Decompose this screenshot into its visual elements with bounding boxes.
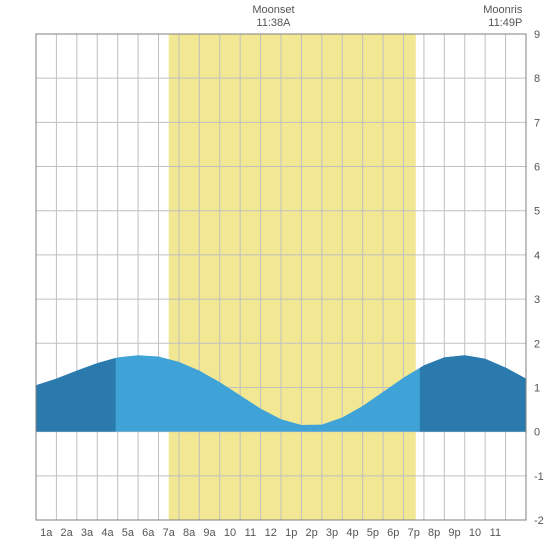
x-tick-label: 11 [490, 527, 501, 539]
x-tick-label: 10 [469, 527, 481, 539]
x-tick-label: 7a [163, 527, 176, 539]
x-tick-label: 8a [183, 527, 196, 539]
y-tick-label: 7 [534, 117, 540, 129]
daylight-band [169, 34, 416, 520]
y-tick-label: 0 [534, 427, 540, 439]
tide-chart: 1a2a3a4a5a6a7a8a9a1011121p2p3p4p5p6p7p8p… [0, 0, 550, 550]
y-tick-label: 9 [534, 29, 540, 41]
x-tick-label: 1a [40, 527, 53, 539]
moonset-label-time: 11:38A [243, 17, 303, 30]
x-tick-label: 8p [428, 527, 440, 539]
moonset-label-title: Moonset [243, 4, 303, 17]
moonrise-label-title: Moonris [483, 4, 522, 17]
y-tick-label: 5 [534, 206, 540, 218]
x-tick-label: 7p [408, 527, 420, 539]
x-tick-label: 6p [387, 527, 399, 539]
y-tick-label: 1 [534, 382, 540, 394]
y-tick-label: 8 [534, 73, 540, 85]
x-tick-label: 10 [224, 527, 236, 539]
x-tick-label: 4p [346, 527, 358, 539]
x-tick-label: 3p [326, 527, 338, 539]
y-tick-label: 2 [534, 338, 540, 350]
x-tick-label: 3a [81, 527, 94, 539]
x-tick-label: 11 [245, 527, 256, 539]
tide-chart-svg: 1a2a3a4a5a6a7a8a9a1011121p2p3p4p5p6p7p8p… [0, 0, 550, 550]
x-tick-label: 5p [367, 527, 379, 539]
y-tick-label: -2 [534, 515, 544, 527]
x-tick-label: 9p [448, 527, 460, 539]
x-tick-label: 12 [265, 527, 277, 539]
x-tick-label: 4a [101, 527, 114, 539]
y-tick-label: -1 [534, 471, 544, 483]
y-tick-label: 4 [534, 250, 540, 262]
x-tick-label: 2p [306, 527, 318, 539]
y-tick-label: 3 [534, 294, 540, 306]
x-tick-label: 2a [61, 527, 74, 539]
x-tick-label: 9a [203, 527, 216, 539]
y-tick-label: 6 [534, 162, 540, 174]
moonrise-label-time: 11:49P [483, 17, 522, 30]
x-tick-label: 6a [142, 527, 155, 539]
x-tick-label: 1p [285, 527, 297, 539]
x-tick-label: 5a [122, 527, 135, 539]
moonset-label: Moonset11:38A [243, 4, 303, 30]
moonrise-label: Moonris11:49P [483, 4, 522, 30]
